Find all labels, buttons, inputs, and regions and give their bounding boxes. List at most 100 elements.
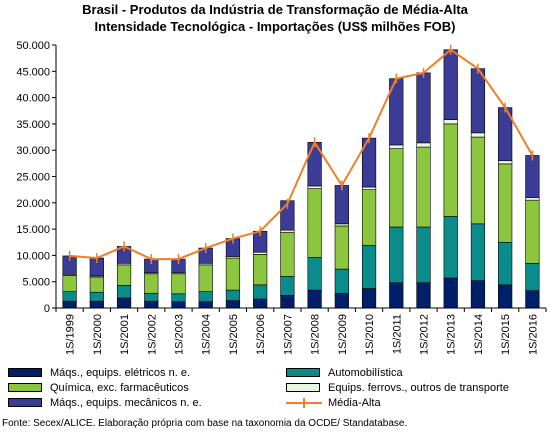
x-tick-label: 1S/2008 — [310, 314, 322, 355]
legend-swatch-automobilistica — [286, 368, 320, 377]
bar-segment-3 — [416, 142, 431, 148]
bar-segment-3 — [280, 229, 295, 233]
bar-segment-1 — [525, 262, 540, 291]
bar-segment-4 — [416, 72, 431, 144]
bar-segment-0 — [307, 289, 322, 309]
y-tick-label: 10.000 — [16, 250, 50, 262]
bar-segment-1 — [116, 285, 132, 299]
x-tick-label: 1S/2012 — [419, 314, 431, 355]
legend: Máqs., equips. elétricos n. e. Química, … — [0, 366, 550, 412]
bar-segment-0 — [62, 300, 77, 309]
bar-segment-2 — [62, 275, 77, 292]
bar-segment-4 — [334, 185, 349, 225]
bar-segment-4 — [525, 155, 540, 198]
bar-segment-3 — [361, 186, 377, 190]
bar-segment-1 — [253, 284, 268, 300]
bar-segment-4 — [470, 68, 486, 134]
y-tick-label: 5.000 — [22, 277, 50, 289]
bar-segment-0 — [525, 290, 540, 309]
bar-segment-3 — [389, 144, 404, 149]
legend-label-media-alta: Média-Alta — [328, 397, 381, 409]
legend-label-mecanicos: Máqs., equips. mecânicos n. e. — [50, 397, 202, 409]
bar-segment-0 — [416, 282, 431, 309]
legend-label-ferroviarios: Equips. ferrovs., outros de transporte — [328, 382, 509, 394]
bar-segment-2 — [280, 231, 295, 277]
bar-segment-1 — [62, 291, 77, 302]
bar-segment-2 — [253, 254, 268, 286]
bar-segment-2 — [470, 136, 486, 225]
bar-segment-2 — [361, 189, 377, 246]
bar-segment-2 — [416, 146, 431, 228]
bar-segment-2 — [225, 257, 241, 291]
y-tick-label: 45.000 — [16, 66, 50, 78]
y-tick-label: 50.000 — [16, 40, 50, 52]
bar-segment-1 — [280, 276, 295, 296]
x-tick-label: 1S/2007 — [282, 314, 294, 355]
source-note: Fonte: Secex/ALICE. Elaboração própria c… — [2, 418, 408, 429]
x-tick-label: 1S/2004 — [201, 314, 213, 355]
x-tick-label: 1S/2000 — [92, 314, 104, 355]
x-tick-label: 1S/2016 — [527, 314, 539, 355]
bar-segment-3 — [307, 185, 322, 189]
chart-subtitle: Intensidade Tecnológica - Importações (U… — [94, 19, 456, 34]
bar-segment-2 — [525, 199, 540, 264]
bar-segment-2 — [334, 225, 349, 270]
y-tick-label: 40.000 — [16, 93, 50, 105]
y-tick-label: 15.000 — [16, 224, 50, 236]
bar-segment-0 — [470, 280, 486, 309]
bar-segment-1 — [389, 226, 404, 284]
x-tick-label: 1S/1999 — [65, 314, 77, 355]
x-tick-label: 1S/2001 — [119, 314, 131, 355]
legend-label-automobilistica: Automobilística — [328, 367, 403, 379]
y-tick-label: 0 — [44, 303, 50, 315]
bar-segment-1 — [416, 226, 431, 284]
bar-segment-1 — [307, 257, 322, 291]
bar-segment-3 — [253, 251, 268, 255]
x-tick-label: 1S/2015 — [500, 314, 512, 355]
bar-segment-0 — [443, 277, 458, 309]
bar-segment-3 — [334, 223, 349, 227]
bar-segment-0 — [116, 297, 132, 309]
legend-label-eletricos: Máqs., equips. elétricos n. e. — [50, 367, 191, 379]
bar-segment-1 — [443, 216, 458, 279]
chart-title: Brasil - Produtos da Indústria de Transf… — [82, 2, 468, 17]
bar-segment-3 — [443, 119, 458, 125]
bar-segment-2 — [89, 276, 104, 293]
bar-segment-1 — [144, 292, 159, 302]
legend-label-quimica: Química, exc. farmacêuticos — [50, 382, 189, 394]
x-tick-label: 1S/2013 — [446, 314, 458, 355]
bar-segment-0 — [280, 295, 295, 309]
x-tick-label: 1S/2005 — [228, 314, 240, 355]
legend-swatch-media-alta — [286, 398, 322, 408]
x-tick-label: 1S/2009 — [337, 314, 349, 355]
bar-segment-3 — [470, 132, 486, 138]
bar-segment-1 — [498, 241, 513, 286]
bar-segment-1 — [198, 291, 213, 302]
bar-segment-0 — [144, 300, 159, 309]
bar-segment-1 — [225, 289, 241, 301]
bar-segment-0 — [389, 282, 404, 309]
legend-swatch-quimica — [8, 383, 42, 392]
x-tick-label: 1S/2010 — [364, 314, 376, 355]
bar-segment-2 — [144, 273, 159, 294]
legend-swatch-ferroviarios — [286, 383, 320, 392]
bar-segment-0 — [498, 284, 513, 309]
bar-segment-0 — [225, 300, 241, 309]
bar-segment-2 — [198, 264, 213, 292]
bar-segment-0 — [253, 298, 268, 309]
x-tick-label: 1S/2014 — [473, 314, 485, 355]
x-tick-label: 1S/2006 — [255, 314, 267, 355]
x-tick-label: 1S/2003 — [174, 314, 186, 355]
legend-swatch-eletricos — [8, 368, 42, 377]
legend-swatch-mecanicos — [8, 398, 42, 407]
bar-segment-3 — [525, 197, 540, 201]
x-tick-label: 1S/2002 — [146, 314, 158, 355]
stacked-bar-chart: 0 5.000 10.000 15.000 20.000 25.000 30.000 35.0… — [16, 40, 547, 355]
y-tick-label: 20.000 — [16, 198, 50, 210]
bar-segment-0 — [89, 300, 104, 309]
bar-segment-0 — [198, 301, 213, 309]
bar-segment-2 — [116, 264, 132, 286]
bar-segment-4 — [443, 49, 458, 120]
bar-segment-2 — [171, 273, 186, 295]
bar-segment-2 — [498, 163, 513, 243]
